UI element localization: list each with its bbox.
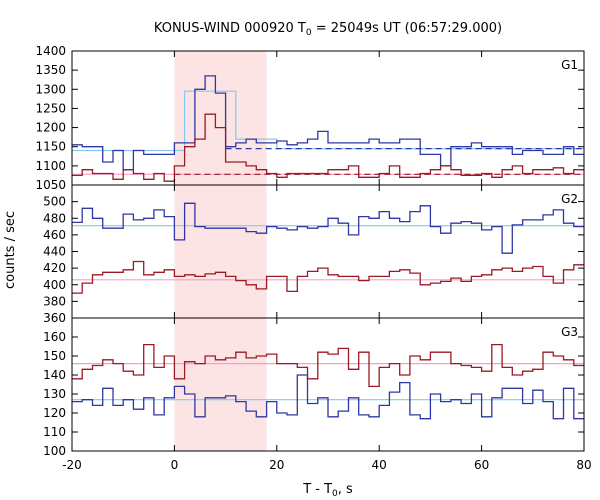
y-tick-label: 1250 xyxy=(35,101,66,115)
y-tick-label: 480 xyxy=(43,211,66,225)
y-tick-label: 100 xyxy=(43,444,66,458)
chart-title-subscript: 0 xyxy=(306,28,312,38)
x-tick-label: 0 xyxy=(171,458,179,472)
y-tick-label: 440 xyxy=(43,245,66,259)
chart-title: KONUS-WIND 000920 T0 = 25049s UT (06:57:… xyxy=(154,21,502,38)
panel-frame xyxy=(71,50,585,186)
panel-frame xyxy=(71,317,585,452)
y-tick-label: 140 xyxy=(43,368,66,382)
y-tick-label: 1200 xyxy=(35,121,66,135)
y-tick-label: 1100 xyxy=(35,159,66,173)
y-tick-label: 360 xyxy=(43,311,66,325)
x-tick-label: 60 xyxy=(474,458,489,472)
x-axis-label-subscript: 0 xyxy=(332,489,338,499)
panel-label: G1 xyxy=(561,58,578,72)
plot-area: 10501100115012001250130013501400G1360380… xyxy=(35,44,591,472)
y-tick-label: 120 xyxy=(43,406,66,420)
panel-frame xyxy=(71,184,585,319)
panel-g1: 1050 1100 1150 1200 1250 1300 1350 1400 G1 xyxy=(35,44,585,192)
fit-line-light_blue-0 xyxy=(72,90,584,152)
panel-label: G3 xyxy=(561,325,578,339)
series-blue xyxy=(72,374,584,420)
y-tick-label: 380 xyxy=(43,294,66,308)
y-tick-label: 1350 xyxy=(35,63,66,77)
panel-label: G2 xyxy=(561,192,578,206)
panel-g3: 100 110 120 130 140 150 160 G3 xyxy=(43,317,585,458)
chart-title-suffix: = 25049s UT (06:57:29.000) xyxy=(312,21,502,36)
x-axis-label-prefix: T - T xyxy=(302,482,332,497)
series-red xyxy=(72,343,584,388)
x-axis-label-suffix: , s xyxy=(338,482,353,497)
x-tick-label: 20 xyxy=(269,458,284,472)
y-tick-label: 1050 xyxy=(35,178,66,192)
y-tick-label: 460 xyxy=(43,228,66,242)
series-blue xyxy=(72,202,584,254)
y-tick-label: 1400 xyxy=(35,44,66,58)
y-tick-label: 1150 xyxy=(35,140,66,154)
y-tick-label: 420 xyxy=(43,261,66,275)
x-tick-label: 80 xyxy=(576,458,591,472)
x-tick-label: -20 xyxy=(62,458,82,472)
panel-g2: 360 380 400 420 440 460 480 500 G2 xyxy=(43,184,585,325)
y-axis-label: counts / sec xyxy=(3,211,18,289)
y-tick-label: 400 xyxy=(43,278,66,292)
y-tick-label: 130 xyxy=(43,387,66,401)
x-axis-label: T - T0, s xyxy=(302,482,353,499)
series-red xyxy=(72,113,584,182)
y-tick-label: 1300 xyxy=(35,82,66,96)
y-tick-label: 160 xyxy=(43,330,66,344)
x-tick-label: 40 xyxy=(372,458,387,472)
burst-interval-highlight xyxy=(174,51,267,451)
series-red xyxy=(72,260,584,294)
y-tick-label: 500 xyxy=(43,195,66,209)
y-tick-label: 150 xyxy=(43,349,66,363)
chart-title-prefix: KONUS-WIND 000920 T xyxy=(154,21,306,36)
series-blue xyxy=(72,75,584,171)
y-tick-label: 110 xyxy=(43,425,66,439)
